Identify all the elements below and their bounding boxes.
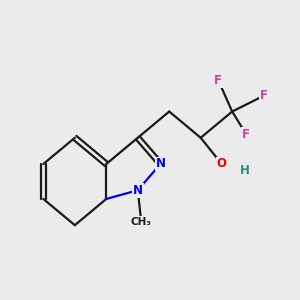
- Text: N: N: [155, 158, 166, 170]
- Text: F: F: [214, 74, 222, 87]
- Text: H: H: [239, 164, 249, 178]
- Text: O: O: [217, 158, 227, 170]
- Text: CH₃: CH₃: [131, 217, 152, 227]
- Text: N: N: [133, 184, 143, 197]
- Text: F: F: [242, 128, 250, 141]
- Text: F: F: [260, 89, 268, 102]
